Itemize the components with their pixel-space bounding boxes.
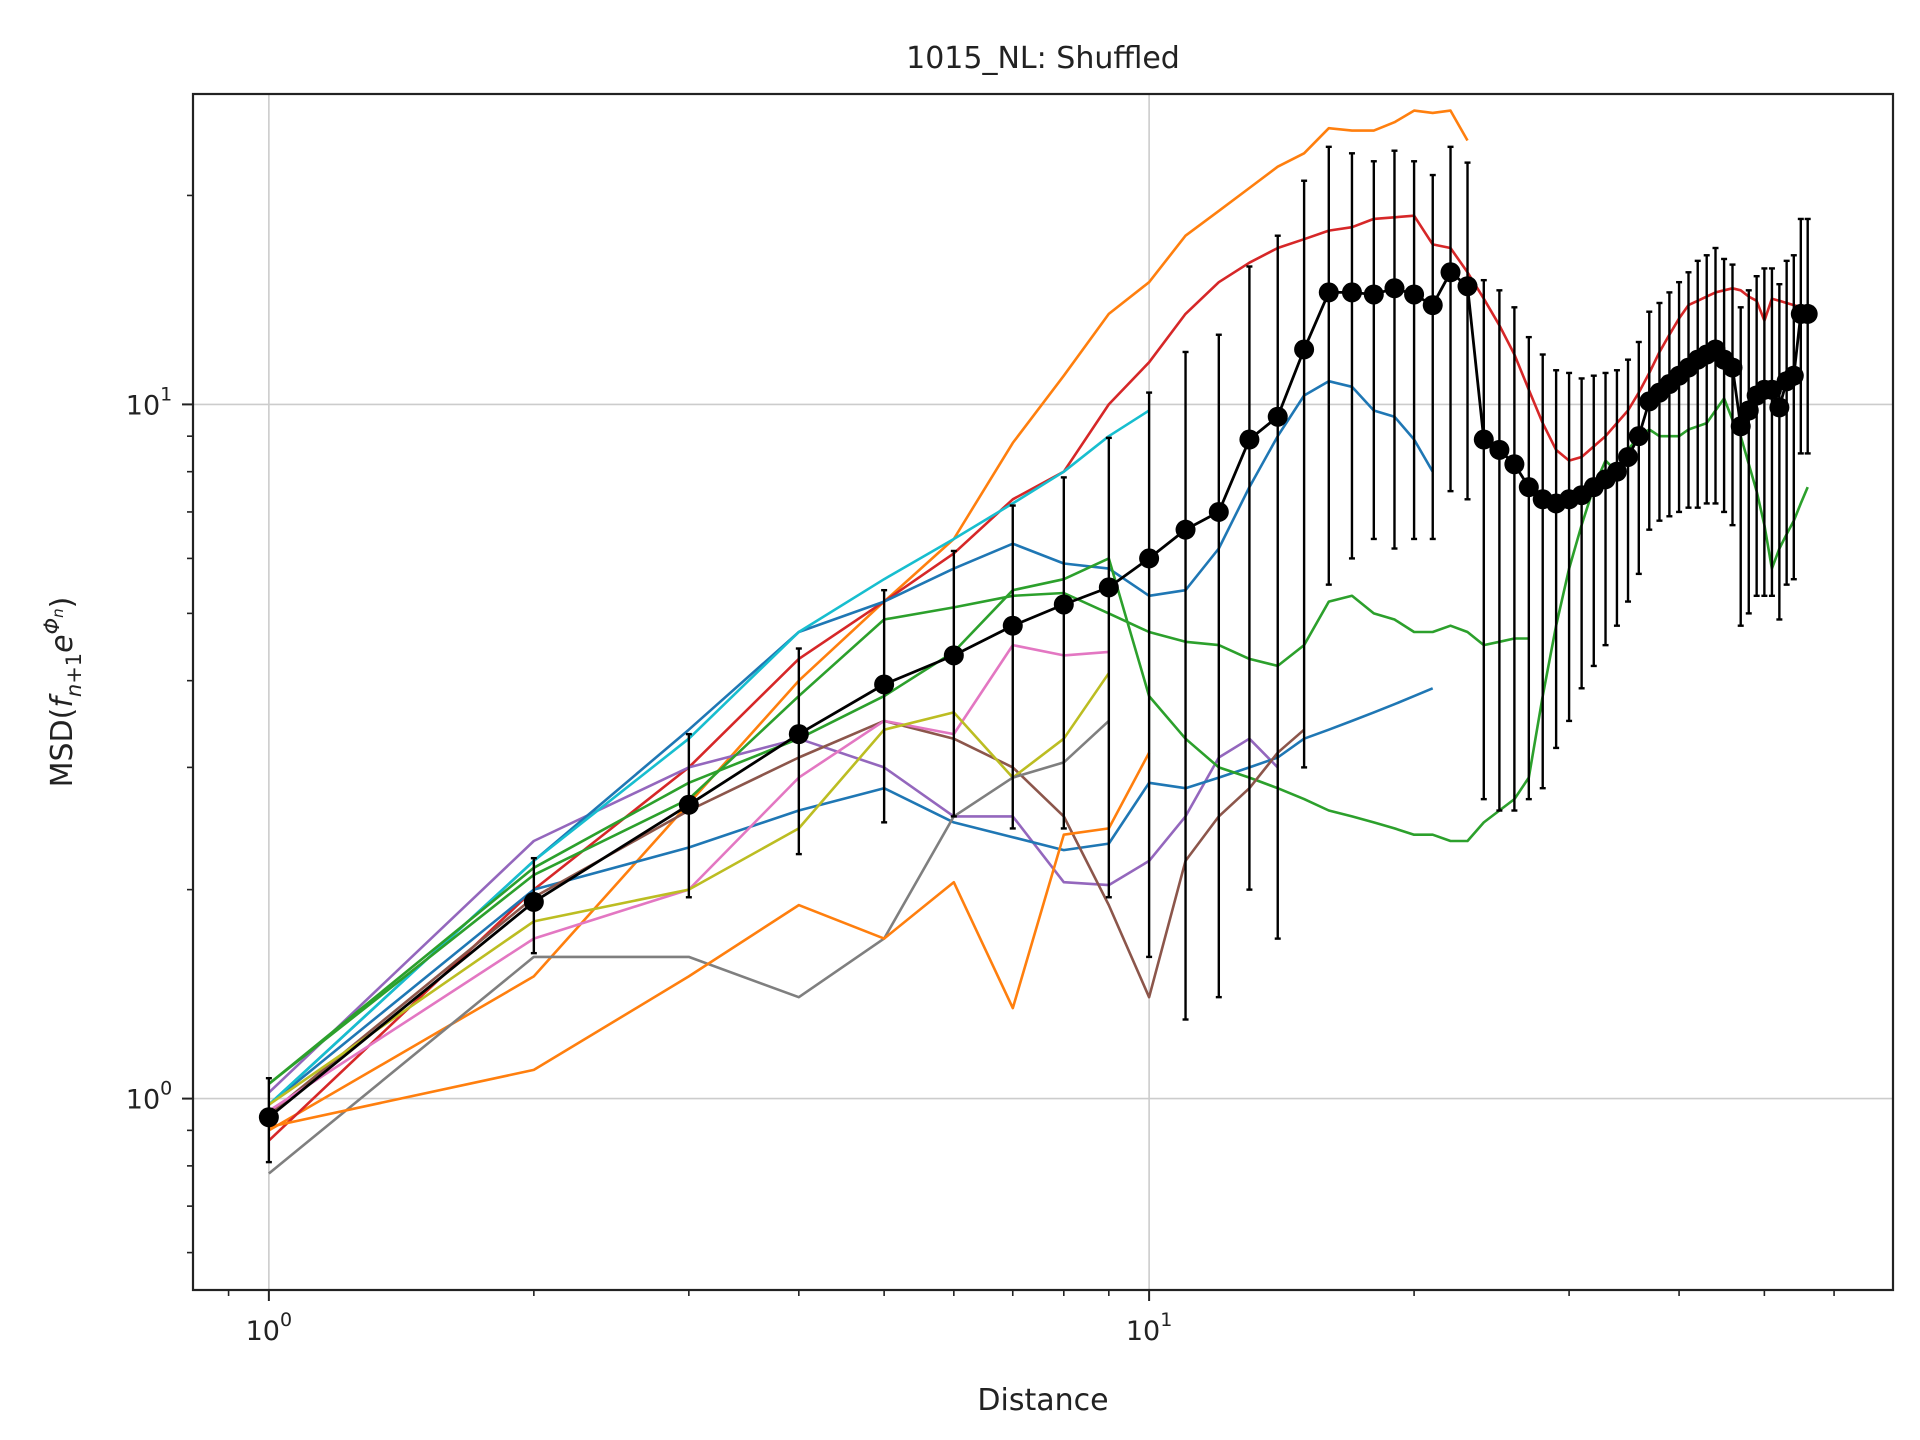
chart-title: 1015_NL: Shuffled [906,41,1180,76]
series-layer [268,109,1809,1175]
mean-marker [1769,397,1790,418]
mean-marker [1504,454,1525,475]
mean-marker [1457,276,1478,297]
mean-marker [1473,429,1494,450]
mean-marker [1783,365,1804,386]
mean-marker [1363,284,1384,305]
mean-marker [1053,594,1074,615]
series-line-13 [268,752,1151,1129]
mean-marker [1518,477,1539,498]
series-line-3 [268,737,1279,1094]
mean-marker [1239,429,1260,450]
mean-marker [678,794,699,815]
mean-marker [1606,461,1627,482]
mean-marker [1618,446,1639,467]
mean-marker [1489,439,1510,460]
mean-marker [1002,615,1023,636]
mean-marker [1722,357,1743,378]
mean-marker [258,1107,279,1128]
y-tick-label: 101 [126,383,172,421]
mean-marker [1628,426,1649,447]
mean-marker [1440,262,1461,283]
mean-marker [1761,379,1782,400]
mean-series [258,145,1818,1164]
series-line-6 [268,409,1150,1106]
x-axis-label: Distance [977,1383,1108,1418]
mean-marker [1318,282,1339,303]
series-line-1 [268,109,1469,1132]
series-line-8 [268,591,1529,1085]
x-tick-label: 101 [1126,1309,1172,1347]
mean-marker [1404,284,1425,305]
mean-marker [1175,519,1196,540]
mean-marker [523,891,544,912]
grid [193,94,1893,1290]
mean-marker [1730,416,1751,437]
mean-marker [1341,282,1362,303]
axis-ticks: 100 101 100 101 [126,194,1835,1347]
mean-marker [1384,278,1405,299]
mean-marker [1797,303,1818,324]
plot-frame [191,92,1895,1292]
y-tick-label: 100 [126,1078,172,1116]
mean-marker [1422,295,1443,316]
mean-marker [1738,400,1759,421]
series-line-2 [268,214,1808,1142]
x-tick-label: 100 [246,1309,292,1347]
mean-marker [1267,406,1288,427]
series-line-4 [268,687,1434,1106]
mean-marker [1098,577,1119,598]
y-axis-label: MSD(fn+1eΦn) [40,597,86,788]
mean-marker [788,724,809,745]
mean-marker [1139,548,1160,569]
mean-marker [943,645,964,666]
mean-marker [874,674,895,695]
mean-marker [1294,339,1315,360]
mean-marker [1208,501,1229,522]
mean-line [268,270,1808,1119]
